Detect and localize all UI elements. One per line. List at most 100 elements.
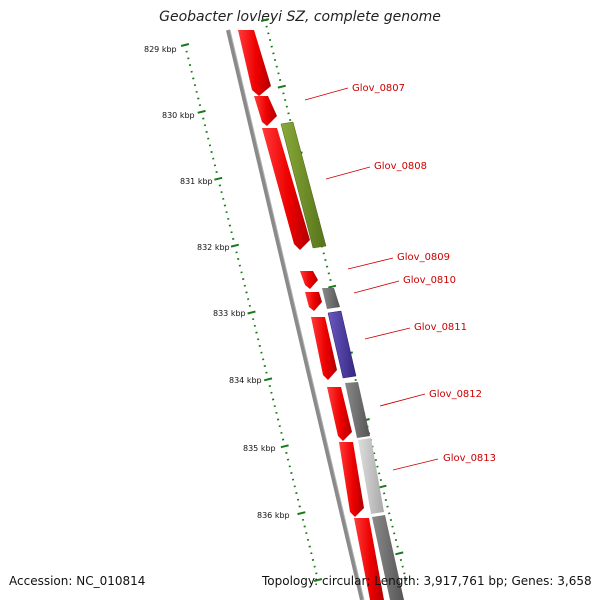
minor-tick [203, 124, 207, 127]
minor-tick [251, 318, 255, 321]
gene-lightgray [358, 438, 384, 514]
gene-label-glov-0807: Glov_0807 [352, 83, 405, 94]
minor-tick [273, 405, 276, 408]
minor-tick [230, 231, 233, 234]
minor-tick [185, 50, 188, 53]
cds-arrow [339, 442, 364, 517]
minor-tick [277, 72, 280, 75]
minor-tick [310, 552, 313, 555]
minor-tick [243, 284, 247, 287]
ruler-labels: 829 kbp 830 kbp 831 kbp 832 kbp 833 kbp … [144, 45, 290, 520]
gene-gray [372, 515, 404, 600]
minor-tick [265, 371, 268, 374]
major-tick [277, 84, 286, 89]
minor-tick [208, 144, 212, 147]
minor-tick [260, 351, 263, 354]
cds-arrow [354, 518, 384, 600]
gene-blue [327, 310, 357, 379]
minor-tick [255, 331, 258, 334]
minor-tick [382, 492, 386, 495]
gene-label-glov-0812: Glov_0812 [429, 389, 482, 400]
minor-tick [188, 64, 192, 67]
accession-text: Accession: NC_010814 [9, 574, 146, 588]
minor-tick [287, 112, 290, 115]
major-tick [313, 578, 323, 582]
kbp-label: 830 kbp [162, 111, 195, 120]
minor-tick [270, 391, 273, 394]
minor-tick [298, 505, 301, 508]
cds-arrow [311, 317, 337, 380]
genome-backbone [226, 29, 364, 600]
minor-tick [315, 572, 318, 575]
major-tick [378, 484, 387, 489]
minor-tick [192, 77, 195, 80]
minor-tick [291, 478, 295, 481]
major-tick [395, 551, 404, 556]
minor-tick [245, 291, 248, 294]
minor-tick [190, 70, 193, 73]
minor-tick [280, 431, 283, 434]
kbp-label: 831 kbp [180, 177, 213, 186]
minor-tick [258, 344, 261, 347]
gene-gray [322, 288, 340, 309]
minor-tick [278, 425, 281, 428]
cds-track [238, 30, 384, 600]
gene-label-glov-0811: Glov_0811 [414, 322, 467, 333]
minor-tick [306, 538, 310, 541]
gene-label-glov-0809: Glov_0809 [397, 252, 450, 263]
genome-title: Geobacter lovleyi SZ, complete genome [159, 9, 441, 25]
minor-tick [293, 485, 296, 488]
minor-tick [376, 465, 379, 468]
gene-label-glov-0813: Glov_0813 [443, 453, 496, 464]
minor-tick [187, 57, 190, 60]
genome-summary-text: Topology: circular; Length: 3,917,761 bp… [262, 574, 592, 588]
kbp-label: 836 kbp [257, 511, 290, 520]
minor-tick [205, 130, 208, 133]
minor-tick [213, 164, 217, 167]
leader-line [304, 87, 349, 101]
minor-tick [296, 498, 300, 501]
minor-tick [275, 411, 278, 414]
minor-tick [253, 324, 257, 327]
minor-tick [401, 565, 404, 568]
major-tick [214, 176, 223, 181]
major-tick [263, 377, 273, 382]
minor-tick [271, 398, 275, 401]
minor-tick [313, 565, 316, 568]
minor-tick [270, 45, 273, 48]
minor-tick [256, 338, 260, 341]
minor-tick [391, 525, 394, 528]
minor-tick [308, 545, 311, 548]
leader-line [392, 458, 439, 471]
minor-tick [227, 217, 230, 220]
major-tick [180, 43, 190, 47]
minor-tick [220, 191, 223, 194]
minor-tick [267, 32, 270, 35]
minor-tick [275, 65, 278, 68]
minor-tick [286, 458, 290, 461]
minor-tick [272, 52, 275, 55]
major-tick [197, 109, 206, 114]
minor-tick [238, 264, 242, 267]
minor-tick [282, 92, 285, 95]
minor-tick [311, 558, 315, 561]
minor-tick [386, 505, 389, 508]
minor-tick [232, 237, 235, 240]
major-tick [297, 511, 306, 516]
kbp-label: 829 kbp [144, 45, 177, 54]
minor-tick [202, 117, 205, 120]
minor-tick [212, 157, 215, 160]
minor-tick [193, 84, 197, 87]
ruler-ticks [180, 43, 323, 582]
leader-line [379, 393, 426, 407]
minor-tick [396, 545, 399, 548]
minor-tick [218, 184, 222, 187]
minor-tick [222, 197, 225, 200]
leader-line [364, 327, 411, 340]
minor-tick [235, 251, 238, 254]
minor-tick [377, 472, 381, 475]
cds-arrow [238, 30, 271, 96]
cds-arrow [262, 128, 310, 250]
minor-tick [215, 171, 218, 174]
minor-tick [207, 137, 210, 140]
